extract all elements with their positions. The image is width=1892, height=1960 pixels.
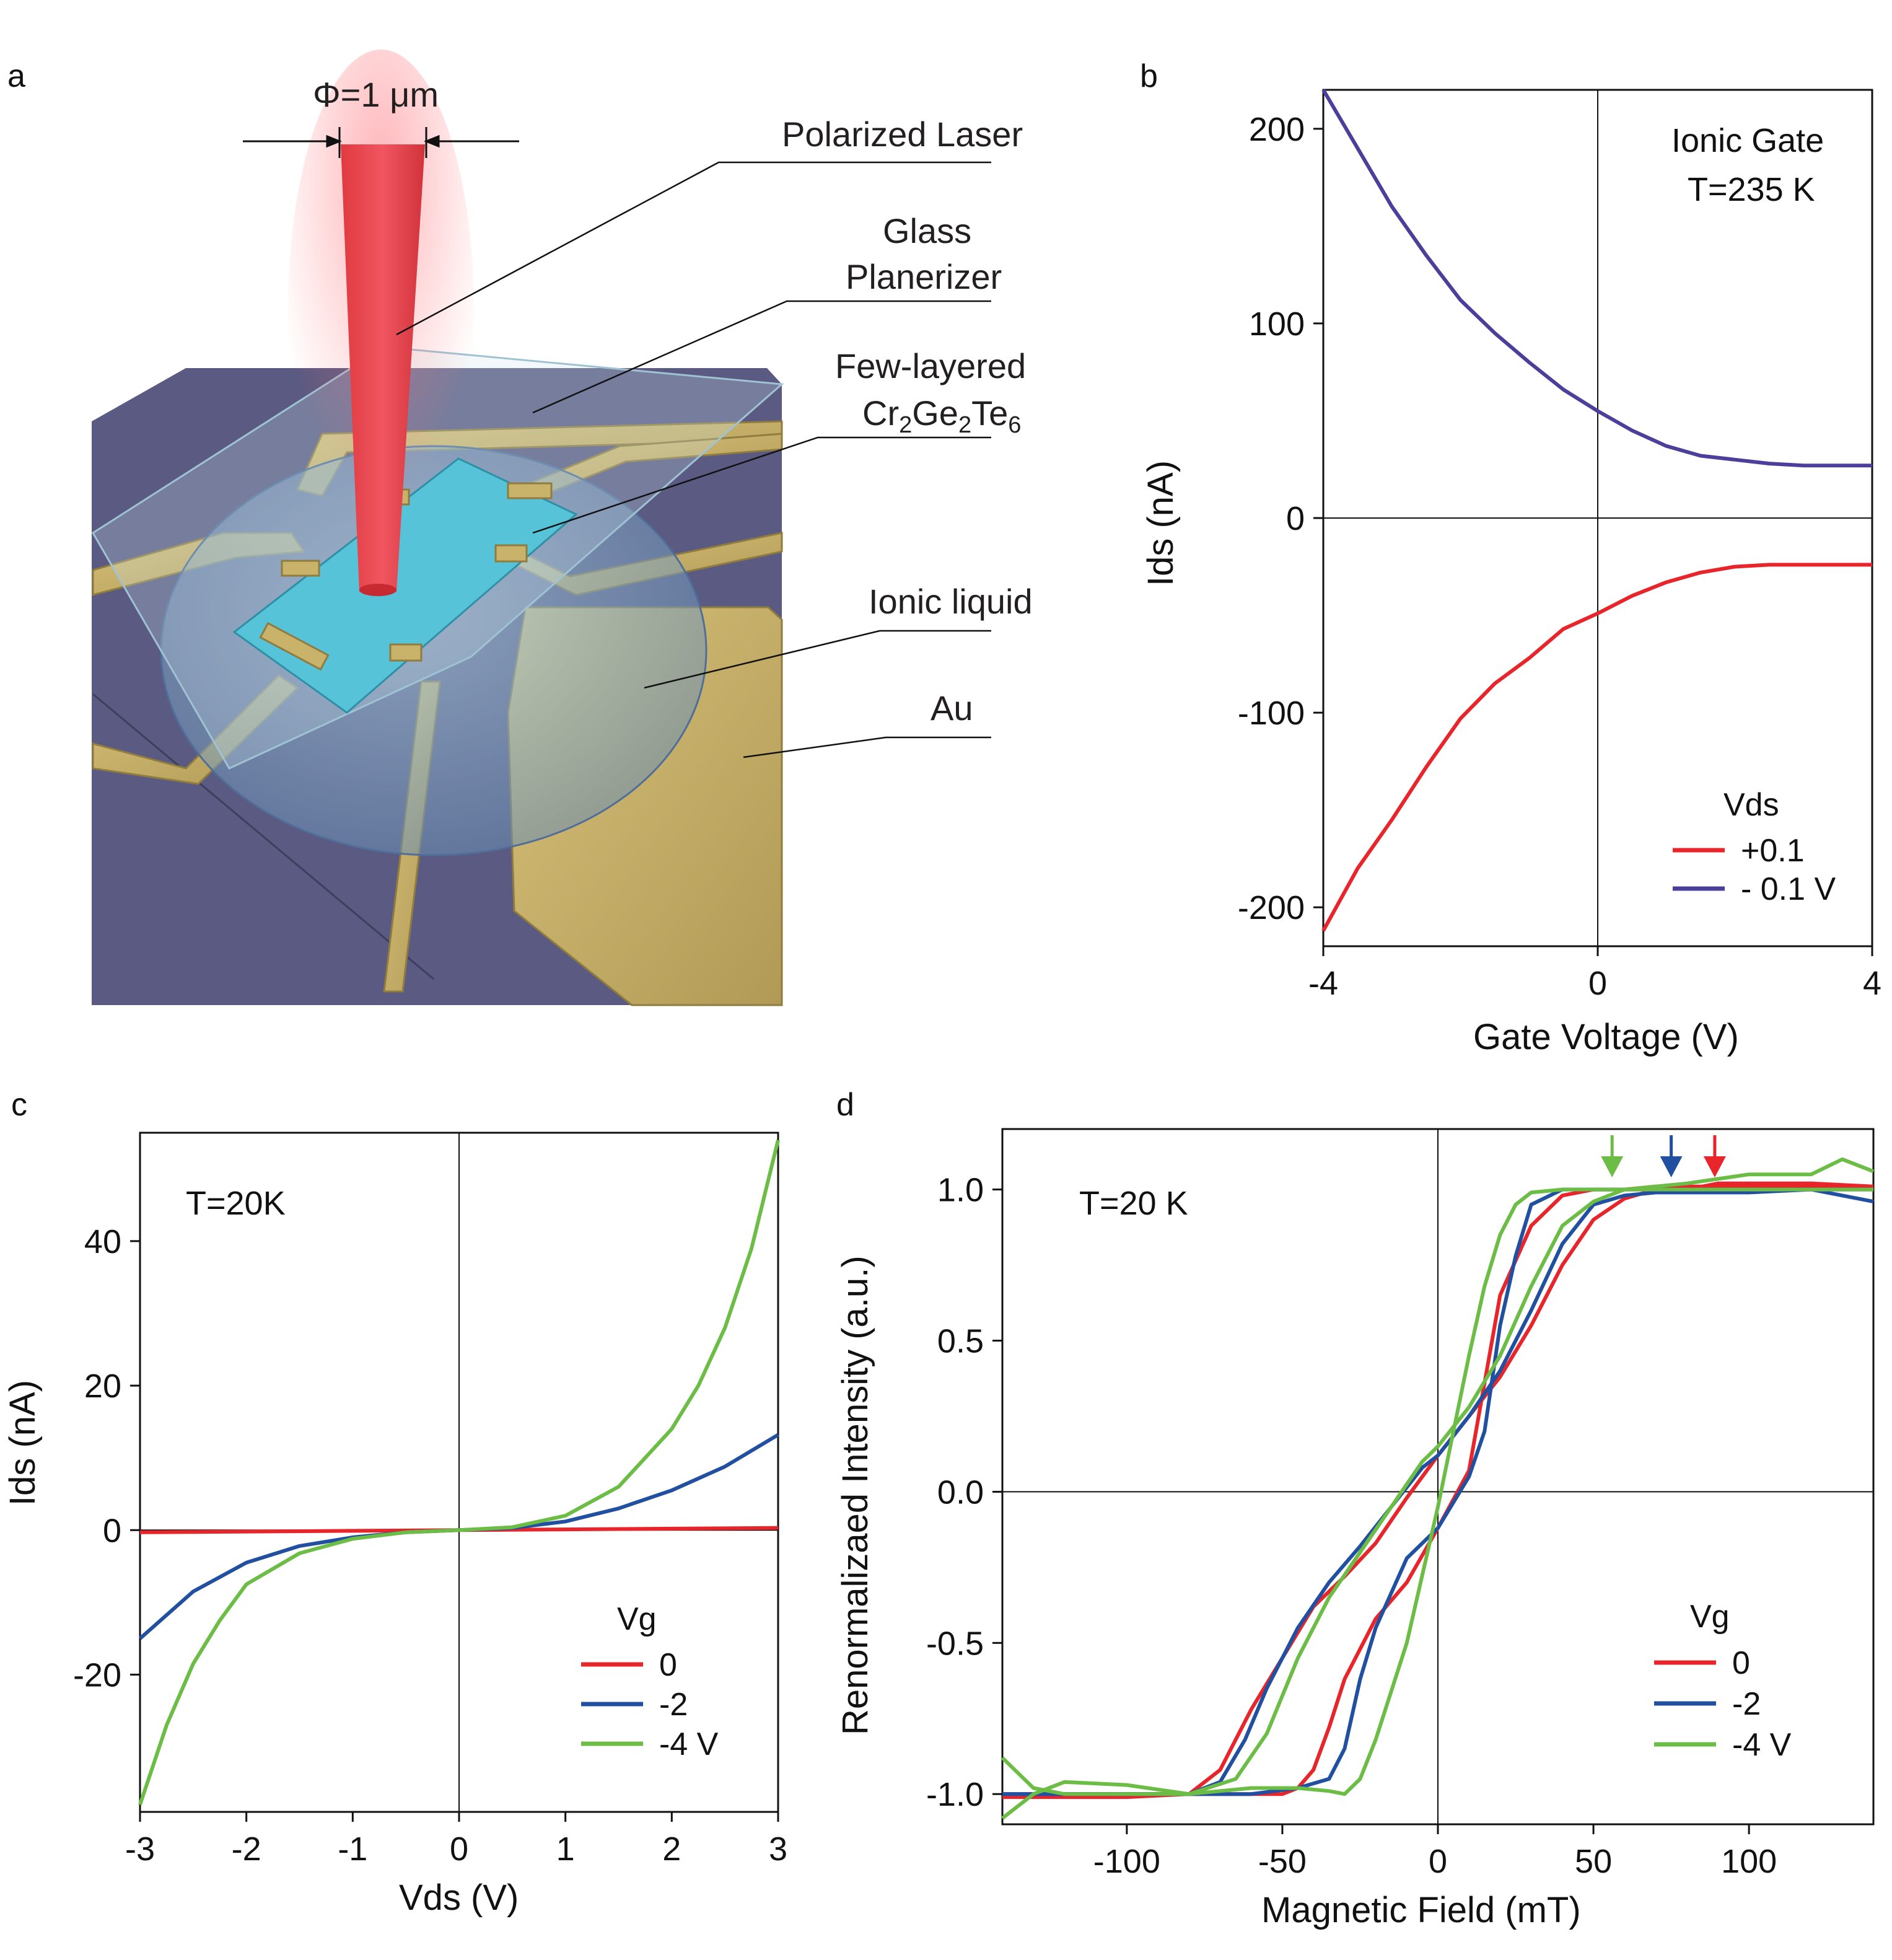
y-tick-label: -100	[1238, 695, 1305, 732]
panel-d: d -100 -50 0 50 100-1.0-0.50.00.51.00-2-4 V …	[835, 1087, 1875, 1930]
y-tick-label: 100	[1249, 305, 1305, 343]
label-ionic-liquid: Ionic liquid	[869, 582, 1033, 621]
plot-b-annotation-1: Ionic Gate	[1671, 122, 1824, 159]
y-tick-label: 0.5	[937, 1322, 984, 1360]
y-tick-label: 0	[1286, 500, 1305, 537]
plot-c-legend-title: Vg	[617, 1601, 657, 1637]
x-tick-label: 100	[1721, 1843, 1777, 1880]
y-tick-label: -0.5	[926, 1625, 984, 1662]
laser-beam	[341, 144, 425, 592]
label-glass: Glass	[883, 211, 971, 250]
legend-label: -4 V	[659, 1726, 719, 1762]
beam-size-marker	[243, 127, 519, 158]
label-material: Cr2Ge2Te6	[862, 393, 1021, 438]
y-tick-label: -200	[1238, 889, 1305, 926]
x-tick-label: 0	[450, 1830, 468, 1868]
series-line-2	[1001, 1187, 1873, 1796]
legend-label: 0	[1732, 1645, 1750, 1681]
plot-b-ylabel: Ids (nA)	[1141, 460, 1181, 586]
x-tick-label: 3	[769, 1830, 787, 1868]
y-tick-label: 20	[84, 1368, 121, 1405]
plot-d-xlabel: Magnetic Field (mT)	[1261, 1890, 1581, 1930]
panel-b: b -4 0 4 -200 -100 0 100 200 +0.1- 0.1 V Ionic G…	[1140, 58, 1881, 1057]
x-tick-label: -100	[1093, 1843, 1160, 1880]
arrow-head	[1660, 1156, 1683, 1177]
laser-spot	[359, 584, 396, 596]
plot-c-ylabel: Ids (nA)	[2, 1380, 43, 1506]
label-planerizer: Planerizer	[846, 257, 1002, 296]
beam-size-label: Φ=1 μm	[313, 75, 439, 114]
series-line-2	[138, 1139, 780, 1806]
x-tick-label: -4	[1308, 965, 1338, 1002]
panel-letter-c: c	[11, 1087, 27, 1123]
plot-c-xlabel: Vds (V)	[399, 1878, 519, 1918]
x-tick-label: -2	[232, 1830, 261, 1868]
y-tick-label: -1.0	[926, 1776, 984, 1813]
substrate-edge	[92, 693, 434, 980]
label-polarized-laser: Polarized Laser	[782, 115, 1023, 154]
label-few-layered: Few-layered	[835, 346, 1026, 385]
panel-a: a	[7, 50, 1033, 1006]
x-tick-label: 4	[1863, 965, 1881, 1002]
x-tick-label: 2	[662, 1830, 681, 1868]
y-tick-label: 1.0	[937, 1172, 984, 1209]
label-au: Au	[931, 688, 973, 727]
x-tick-label: 1	[556, 1830, 575, 1868]
x-tick-label: 0	[1588, 965, 1607, 1002]
plot-d-ylabel: Renormalizaed Intensity (a.u.)	[835, 1255, 875, 1735]
legend-label: +0.1	[1741, 833, 1805, 869]
y-tick-label: 200	[1249, 111, 1305, 148]
plot-b-annotation-2: T=235 K	[1688, 171, 1815, 208]
legend-label: 0	[659, 1647, 677, 1683]
plot-d-annotation: T=20 K	[1079, 1185, 1188, 1222]
x-tick-label: -1	[338, 1830, 367, 1868]
plot-b-xlabel: Gate Voltage (V)	[1473, 1017, 1739, 1057]
panel-letter-d: d	[836, 1087, 854, 1123]
y-tick-label: 0	[103, 1512, 121, 1549]
x-tick-label: 50	[1575, 1843, 1612, 1880]
series-line-1	[1321, 89, 1872, 468]
plot-b-content: -4 0 4 -200 -100 0 100 200 +0.1- 0.1 V	[1238, 89, 1881, 1002]
callout-lines	[396, 161, 991, 758]
y-tick-label: 0.0	[937, 1474, 984, 1511]
series-line-0	[1321, 563, 1872, 932]
legend-label: -4 V	[1732, 1727, 1792, 1763]
plot-d-legend-title: Vg	[1690, 1599, 1730, 1635]
plot-d-content: -100 -50 0 50 100 -1.0 -0.5 0.0 0.5 1.0 0 -2 -4 V	[926, 1129, 1875, 1880]
legend-label: -2	[1732, 1686, 1761, 1722]
x-tick-label: -3	[125, 1830, 155, 1868]
arrow-head	[1601, 1156, 1624, 1177]
y-tick-label: -20	[73, 1656, 121, 1694]
legend-label: -2	[659, 1687, 688, 1723]
panel-letter-b: b	[1140, 58, 1158, 94]
panel-letter-a: a	[7, 58, 25, 94]
x-tick-label: 0	[1429, 1843, 1447, 1880]
y-tick-label: 40	[84, 1223, 121, 1260]
x-tick-label: -50	[1258, 1843, 1307, 1880]
legend-label: - 0.1 V	[1741, 871, 1836, 907]
plot-b-legend-title: Vds	[1723, 787, 1779, 823]
arrow-head	[1703, 1156, 1726, 1177]
plot-c-annotation: T=20K	[186, 1185, 286, 1222]
